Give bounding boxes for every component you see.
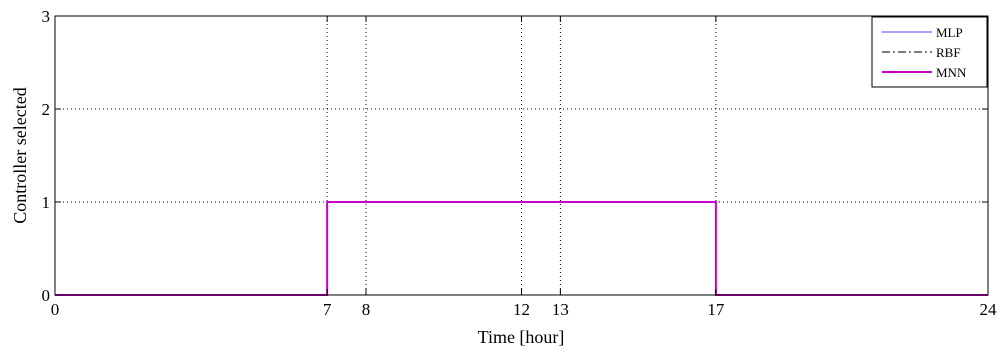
x-tick-label: 7: [323, 300, 332, 319]
x-tick-label: 13: [552, 300, 569, 319]
y-tick-label: 0: [42, 286, 51, 305]
x-tick-label: 12: [513, 300, 530, 319]
y-tick-label: 2: [42, 100, 51, 119]
x-axis-label: Time [hour]: [478, 327, 565, 347]
legend: MLP RBF MNN: [871, 16, 988, 88]
legend-label: MNN: [936, 65, 967, 80]
legend-label: RBF: [936, 45, 961, 60]
x-tick-label: 8: [362, 300, 371, 319]
legend-box: [871, 16, 988, 88]
x-tick-label: 0: [51, 300, 60, 319]
plot-background: [55, 16, 988, 295]
y-tick-label: 1: [42, 193, 51, 212]
y-axis-label: Controller selected: [10, 87, 30, 223]
y-tick-label: 3: [42, 7, 51, 26]
x-tick-label: 24: [980, 300, 998, 319]
x-tick-label: 17: [707, 300, 725, 319]
legend-label: MLP: [936, 25, 963, 40]
